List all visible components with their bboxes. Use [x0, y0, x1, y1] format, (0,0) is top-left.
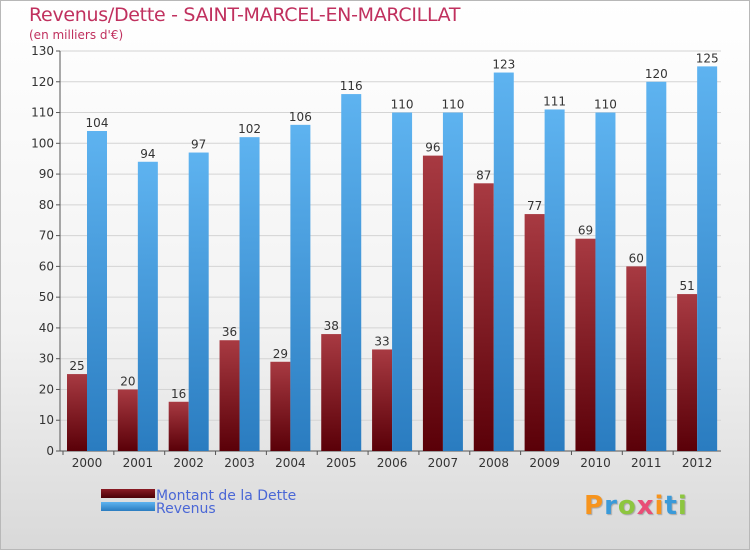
- data-label: 110: [594, 98, 617, 112]
- revenue-bar: [595, 112, 616, 452]
- data-label: 38: [324, 319, 339, 333]
- debt-bar: [372, 349, 393, 451]
- revenue-bar: [392, 112, 413, 452]
- data-label: 125: [696, 51, 719, 65]
- data-label: 25: [69, 359, 84, 373]
- data-label: 20: [120, 374, 135, 388]
- data-label: 104: [86, 116, 109, 130]
- data-label: 102: [238, 122, 261, 136]
- revenue-bar: [137, 161, 158, 451]
- revenue-bar: [188, 152, 209, 452]
- data-label: 106: [289, 110, 312, 124]
- data-label: 94: [140, 147, 155, 161]
- x-tick-label: 2007: [428, 456, 459, 470]
- data-label: 123: [492, 58, 515, 72]
- chart-title: Revenus/Dette - SAINT-MARCEL-EN-MARCILLA…: [29, 4, 461, 26]
- debt-bar: [473, 183, 494, 452]
- debt-bar: [422, 155, 443, 451]
- debt-bar: [117, 389, 138, 451]
- axes: 0 10 20 30 40 50 60 70 80 90 100 110 120 130 2000 2001 2…: [31, 44, 721, 470]
- data-label: 69: [578, 224, 593, 238]
- data-label: 51: [680, 279, 695, 293]
- x-tick-label: 2010: [580, 456, 611, 470]
- revenue-bar: [646, 81, 667, 452]
- data-label: 111: [543, 94, 566, 108]
- logo-letter: i: [677, 491, 688, 521]
- value-labels: 25 104 20 94 16 97 36 102 29 106 38 116 33 110 96 110 87…: [69, 51, 718, 400]
- y-tick-label: 130: [31, 44, 54, 58]
- data-label: 120: [645, 67, 668, 81]
- legend-label: Montant de la Dette: [156, 488, 296, 504]
- x-tick-label: 2001: [123, 456, 154, 470]
- x-tick-label: 2004: [275, 456, 306, 470]
- logo-letter: P: [584, 491, 605, 521]
- legend-label: Revenus: [156, 501, 216, 517]
- debt-bar: [168, 401, 189, 451]
- revenue-bar: [290, 124, 311, 451]
- data-label: 60: [629, 251, 644, 265]
- x-tick-label: 2000: [72, 456, 103, 470]
- y-tick-label: 80: [39, 198, 54, 212]
- legend-swatch-debt: [101, 489, 155, 498]
- data-label: 116: [340, 79, 363, 93]
- logo-letter: r: [604, 491, 618, 521]
- data-label: 29: [273, 347, 288, 361]
- revenue-bar: [442, 112, 463, 452]
- y-tick-label: 20: [39, 382, 54, 396]
- proxiti-logo: Proxiti: [584, 491, 688, 523]
- debt-bar: [219, 340, 240, 451]
- y-tick-label: 110: [31, 106, 54, 120]
- revenue-bar: [697, 66, 718, 451]
- x-tick-label: 2002: [173, 456, 204, 470]
- debt-bar: [575, 238, 596, 451]
- data-label: 33: [374, 334, 389, 348]
- y-tick-label: 0: [46, 444, 54, 458]
- debt-bar: [321, 334, 342, 451]
- data-label: 36: [222, 325, 237, 339]
- revenue-bar: [239, 137, 260, 451]
- logo-letter: o: [617, 491, 637, 521]
- chart-subtitle: (en milliers d'€): [29, 28, 124, 42]
- y-tick-label: 60: [39, 259, 54, 273]
- data-label: 110: [391, 98, 414, 112]
- debt-bar: [677, 294, 698, 451]
- debt-bar: [270, 361, 291, 451]
- y-tick-label: 10: [39, 413, 54, 427]
- y-tick-label: 100: [31, 136, 54, 150]
- logo-letter: i: [654, 491, 665, 521]
- debt-bar: [67, 374, 87, 451]
- data-label: 96: [425, 141, 440, 155]
- x-tick-label: 2003: [224, 456, 255, 470]
- logo-letter: t: [664, 491, 678, 521]
- legend-swatch-revenue: [101, 502, 155, 511]
- debt-bar: [626, 266, 647, 451]
- debt-bar: [524, 214, 545, 451]
- data-label: 16: [171, 387, 186, 401]
- y-tick-label: 30: [39, 352, 54, 366]
- y-tick-label: 40: [39, 321, 54, 335]
- revenue-bar: [341, 94, 362, 452]
- x-tick-label: 2009: [529, 456, 560, 470]
- revenue-bar: [493, 72, 514, 452]
- x-tick-label: 2011: [631, 456, 662, 470]
- y-tick-label: 90: [39, 167, 54, 181]
- bars: [67, 66, 718, 452]
- revenue-bar: [544, 109, 565, 451]
- data-label: 87: [476, 168, 491, 182]
- x-tick-label: 2008: [478, 456, 509, 470]
- x-tick-label: 2005: [326, 456, 357, 470]
- data-label: 77: [527, 199, 542, 213]
- revenue-bar: [87, 131, 107, 451]
- y-tick-label: 70: [39, 229, 54, 243]
- x-tick-label: 2012: [682, 456, 713, 470]
- logo-letter: x: [636, 491, 655, 521]
- x-tick-label: 2006: [377, 456, 408, 470]
- y-tick-label: 50: [39, 290, 54, 304]
- data-label: 97: [191, 138, 206, 152]
- y-tick-label: 120: [31, 75, 54, 89]
- data-label: 110: [441, 98, 464, 112]
